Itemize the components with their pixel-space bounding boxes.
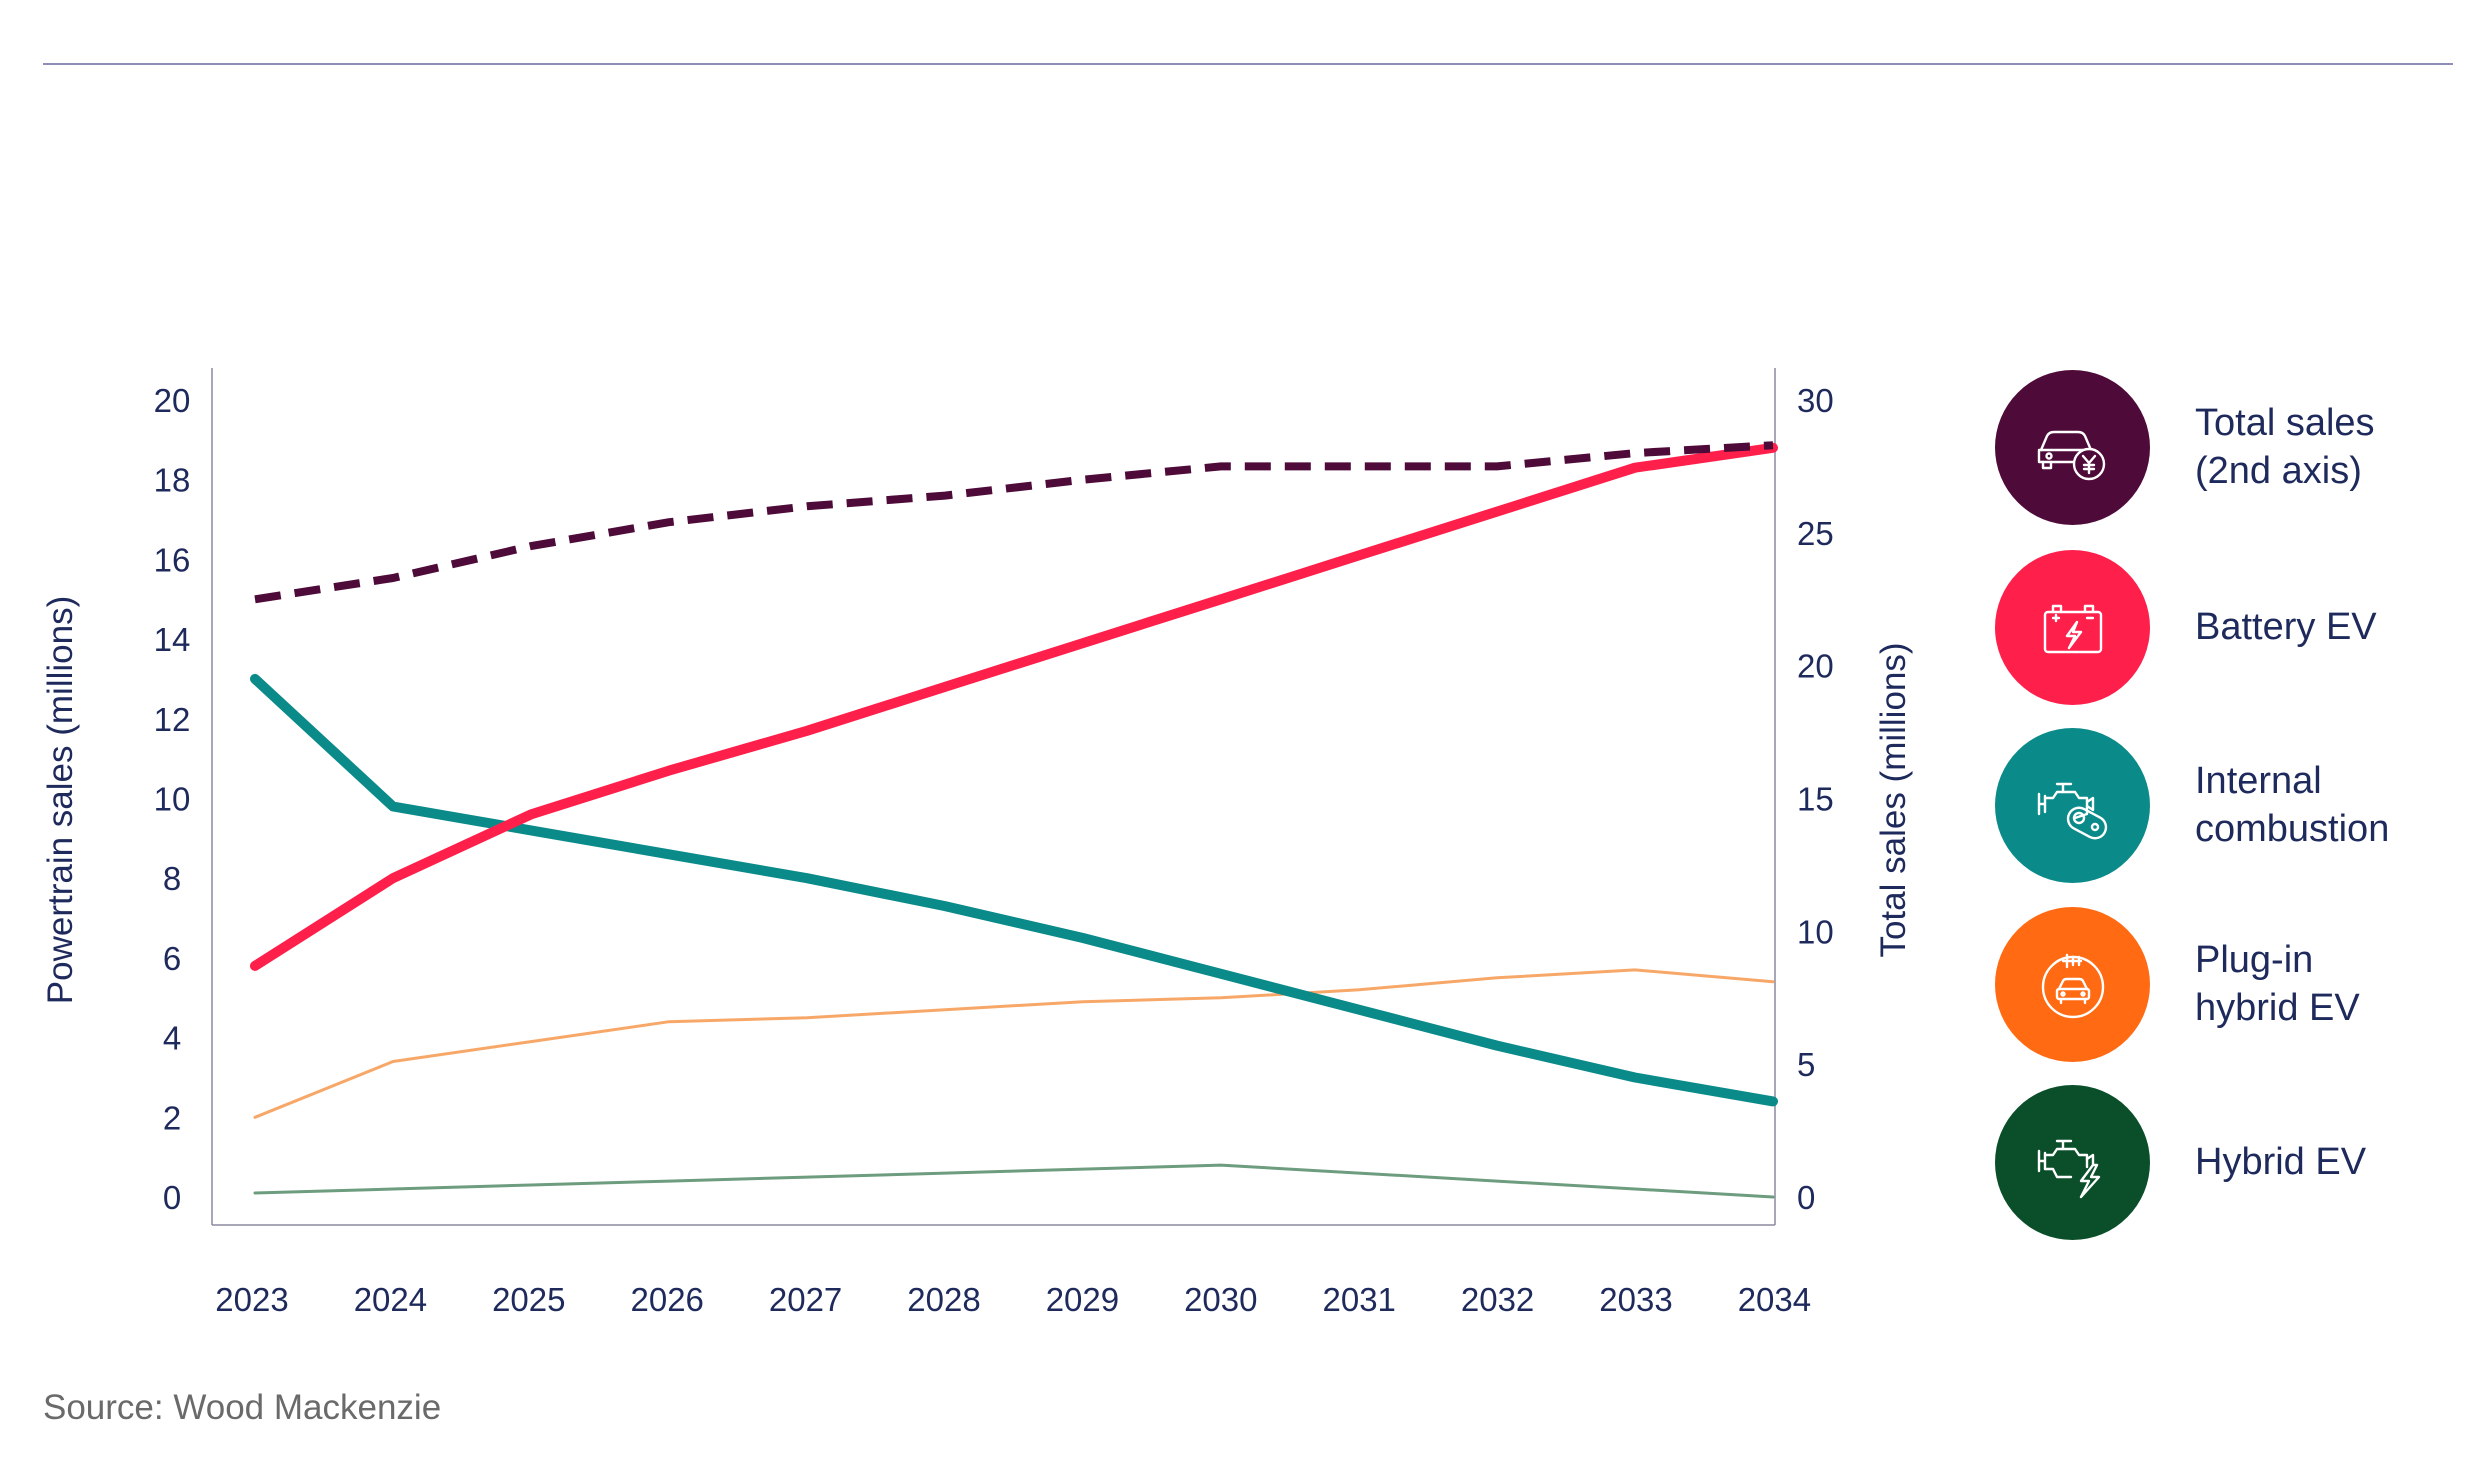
source-note: Source: Wood Mackenzie — [43, 1388, 442, 1427]
battery-icon — [2043, 604, 2102, 653]
legend-item-battery-ev: Battery EV — [1995, 550, 2465, 705]
legend-label: Total sales (2nd axis) — [2195, 402, 2375, 492]
legend-label: Hybrid EV — [2195, 1140, 2367, 1183]
y-tick-label: 4 — [163, 1020, 181, 1057]
y2-tick-label: 15 — [1797, 781, 1834, 818]
x-tick-label: 2023 — [215, 1281, 288, 1318]
legend-label: Internal combustion — [2195, 760, 2390, 850]
x-tick-label: 2027 — [769, 1281, 842, 1318]
y-tick-label: 16 — [154, 541, 191, 578]
x-tick-label: 2033 — [1599, 1281, 1672, 1318]
y2-tick-label: 30 — [1797, 382, 1834, 419]
series-line-internal-combustion — [250, 673, 1778, 1107]
series-line-plug-in-hybrid-ev — [253, 968, 1775, 1119]
plug-car-icon — [2041, 953, 2104, 1018]
series-line-hybrid-ev — [253, 1163, 1775, 1199]
legend-label: Plug-in hybrid EV — [2195, 939, 2360, 1029]
y-tick-label: 20 — [154, 382, 191, 419]
y2-tick-label: 10 — [1797, 913, 1834, 950]
x-tick-label: 2029 — [1046, 1281, 1119, 1318]
legend-item-plug-in-hybrid-ev: Plug-in hybrid EV — [1995, 907, 2465, 1062]
x-tick-label: 2031 — [1322, 1281, 1395, 1318]
y2-tick-label: 5 — [1797, 1046, 1815, 1083]
y-tick-label: 0 — [163, 1179, 181, 1216]
y-tick-label: 8 — [163, 860, 181, 897]
y-tick-label: 2 — [163, 1099, 181, 1136]
x-tick-label: 2034 — [1738, 1281, 1811, 1318]
y-tick-label: 6 — [163, 940, 181, 977]
engine-icon — [2037, 782, 2107, 839]
x-tick-label: 2030 — [1184, 1281, 1257, 1318]
engine-bolt-icon — [2037, 1139, 2100, 1198]
x-tick-label: 2032 — [1461, 1281, 1534, 1318]
legend-circle — [1995, 1085, 2150, 1240]
x-tick-label: 2024 — [354, 1281, 427, 1318]
series-lines — [250, 441, 1778, 1199]
x-tick-label: 2025 — [492, 1281, 565, 1318]
plot-frame — [211, 368, 1776, 1226]
y2-tick-label: 25 — [1797, 515, 1834, 552]
y-tick-label: 12 — [154, 701, 191, 738]
y2-tick-label: 0 — [1797, 1179, 1815, 1216]
legend-circle — [1995, 728, 2150, 883]
legend-item-hybrid-ev: Hybrid EV — [1995, 1085, 2465, 1240]
top-divider — [43, 63, 2453, 65]
y2-axis-title: Total sales (millions) — [1874, 642, 1913, 957]
series-line-total-sales-2nd-axis — [254, 441, 1774, 604]
y-axis-title: Powertrain sales (millions) — [41, 596, 80, 1004]
y-tick-label: 14 — [154, 621, 191, 658]
legend-item-total-sales: Total sales (2nd axis) — [1995, 370, 2465, 525]
y-tick-label: 10 — [154, 781, 191, 818]
y-axis-ticks: 0 2 4 6 8 10 12 14 16 18 20 — [154, 382, 191, 1216]
car-yen-icon — [2037, 430, 2105, 480]
x-tick-label: 2026 — [630, 1281, 703, 1318]
series-line-battery-ev — [250, 442, 1778, 971]
x-axis-ticks: 2023 2024 2025 2026 2027 2028 2029 2030 2031 2032… — [215, 1281, 1811, 1318]
legend-item-internal-combustion: Internal combustion — [1995, 728, 2465, 883]
y-tick-label: 18 — [154, 462, 191, 499]
y2-tick-label: 20 — [1797, 648, 1834, 685]
y2-axis-ticks: 0 5 10 15 20 25 30 — [1797, 382, 1834, 1216]
legend-circle — [1995, 907, 2150, 1062]
legend-circle — [1995, 370, 2150, 525]
legend-circle — [1995, 550, 2150, 705]
x-tick-label: 2028 — [907, 1281, 980, 1318]
legend-label: Battery EV — [2195, 605, 2377, 648]
